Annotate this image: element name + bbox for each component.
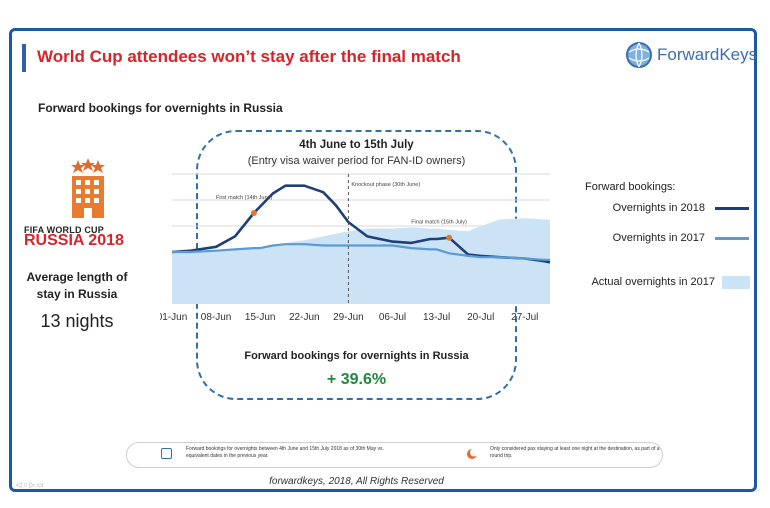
- legend-label-2018: Overnights in 2018: [612, 202, 705, 214]
- chart-annotations: First match (14th June) Knockout phase (3…: [216, 174, 467, 304]
- period-title: 4th June to 15th July: [299, 139, 414, 151]
- calendar-icon: [161, 448, 172, 459]
- match-marker: [250, 210, 257, 216]
- hotel-building-icon: [71, 158, 105, 218]
- chart-line-layer: [171, 184, 551, 264]
- annotation-label: First match (14th June): [216, 195, 273, 201]
- legend-label-actual-2017: Actual overnights in 2017: [591, 276, 715, 288]
- footnote-bar: [126, 442, 663, 468]
- x-tick-label: 27-Jul: [511, 312, 538, 323]
- legend-swatch-actual-2017: [722, 276, 750, 289]
- globe-icon: [626, 42, 652, 68]
- x-tick-label: 06-Jul: [379, 312, 406, 323]
- footnote-2: Only considered pax staying at least one…: [490, 446, 660, 459]
- bookings-line-chart: First match (14th June) Knockout phase (3…: [160, 173, 551, 323]
- x-tick-label: 08-Jun: [201, 312, 232, 323]
- title-accent-bar: [22, 44, 26, 72]
- summary-label: Forward bookings for overnights in Russi…: [244, 350, 469, 362]
- annotation-label: Knockout phase (30th June): [351, 182, 420, 188]
- avg-stay-value: 13 nights: [40, 311, 114, 331]
- x-tick-label: 01-Jun: [160, 312, 187, 323]
- x-tick-label: 29-Jun: [333, 312, 364, 323]
- logo-text: ForwardKeys: [657, 45, 758, 64]
- match-marker: [446, 234, 453, 241]
- moon-icon: [467, 448, 478, 459]
- forwardkeys-logo: [626, 42, 652, 68]
- series-line-2017: [172, 243, 550, 261]
- period-subtitle: (Entry visa waiver period for FAN-ID own…: [247, 155, 466, 167]
- x-tick-label: 15-Jun: [245, 312, 276, 323]
- copyright-text: forwardkeys, 2018, All Rights Reserved: [269, 476, 444, 487]
- event-year: RUSSIA 2018: [24, 232, 124, 249]
- chart-area-layer: [172, 218, 550, 304]
- avg-stay-label: Average length of stay in Russia: [26, 270, 128, 301]
- slide-title: World Cup attendees won’t stay after the…: [37, 47, 461, 66]
- legend-label-2017: Overnights in 2017: [612, 232, 705, 244]
- legend-swatch-2018: [715, 207, 749, 210]
- series-area-actual-2017: [172, 218, 550, 304]
- x-tick-label: 20-Jul: [467, 312, 494, 323]
- event-label: FIFA WORLD CUP: [24, 225, 104, 235]
- footnote-1: Forward bookings for overnights between …: [186, 446, 384, 459]
- slide-nav-icons[interactable]: ◁ ○ ▷ ▭: [16, 482, 44, 489]
- legend-title: Forward bookings:: [585, 181, 676, 193]
- chart-x-ticks: 01-Jun 08-Jun 15-Jun 22-Jun 29-Jun 06-Jul 13-J…: [160, 312, 538, 323]
- x-tick-label: 13-Jul: [423, 312, 450, 323]
- x-tick-label: 22-Jun: [289, 312, 320, 323]
- legend-swatch-2017: [715, 237, 749, 240]
- chart-subtitle: Forward bookings for overnights in Russi…: [38, 101, 283, 115]
- summary-value: + 39.6%: [326, 371, 387, 388]
- annotation-label: Final match (15th July): [411, 220, 467, 226]
